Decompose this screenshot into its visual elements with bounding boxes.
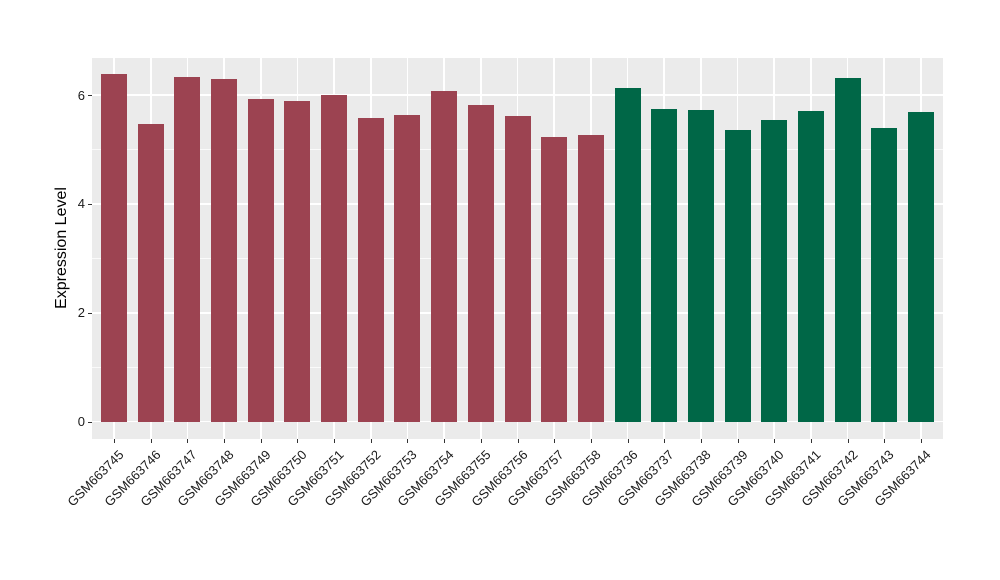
bar-GSM663740 <box>761 119 788 422</box>
y-tick-mark <box>88 312 92 314</box>
bar-GSM663758 <box>577 135 604 422</box>
x-tick-mark <box>297 439 299 443</box>
bar-GSM663751 <box>321 95 348 422</box>
bar-GSM663748 <box>211 79 238 422</box>
bar-GSM663753 <box>394 114 421 422</box>
x-tick-mark <box>627 439 629 443</box>
x-tick-mark <box>114 439 115 443</box>
bar-GSM663743 <box>871 127 898 422</box>
x-tick-mark <box>260 439 262 443</box>
bar-GSM663739 <box>724 129 751 422</box>
y-tick-label: 0 <box>77 414 85 430</box>
bar-GSM663737 <box>651 109 678 422</box>
bar-GSM663757 <box>541 136 568 422</box>
bar-GSM663750 <box>284 100 311 422</box>
bar-GSM663752 <box>357 117 384 422</box>
x-tick-mark <box>774 439 776 443</box>
bar-GSM663745 <box>101 74 127 422</box>
bar-GSM663736 <box>614 87 641 422</box>
bar-GSM663756 <box>504 116 531 422</box>
x-tick-mark <box>224 439 226 443</box>
bar-GSM663741 <box>797 111 824 422</box>
bar-GSM663738 <box>687 110 714 422</box>
bar-GSM663742 <box>834 77 861 422</box>
y-tick-label: 6 <box>77 87 85 103</box>
x-tick-mark <box>847 439 849 443</box>
y-tick-mark <box>88 421 92 423</box>
x-tick-mark <box>444 439 446 443</box>
x-tick-mark <box>187 439 189 443</box>
x-tick-mark <box>517 439 519 443</box>
bar-GSM663754 <box>431 91 458 422</box>
x-tick-mark <box>150 439 152 443</box>
bar-GSM663755 <box>467 104 494 422</box>
x-tick-mark <box>737 439 739 443</box>
x-tick-mark <box>480 439 482 443</box>
x-tick-mark <box>884 439 886 443</box>
y-tick-mark <box>88 95 92 96</box>
x-tick-mark <box>407 439 409 443</box>
x-tick-mark <box>590 439 592 443</box>
bar-GSM663746 <box>137 123 164 422</box>
plot-panel <box>92 58 943 439</box>
x-tick-mark <box>334 439 336 443</box>
x-tick-mark <box>810 439 812 443</box>
x-tick-mark <box>554 439 556 443</box>
x-tick-mark <box>700 439 702 443</box>
bar-GSM663747 <box>174 77 201 422</box>
x-tick-mark <box>370 439 372 443</box>
bar-GSM663749 <box>247 98 274 422</box>
bar-GSM663744 <box>907 111 934 422</box>
y-tick-label: 4 <box>77 196 85 212</box>
x-tick-mark <box>664 439 666 443</box>
y-tick-mark <box>88 203 92 205</box>
y-tick-label: 2 <box>77 305 85 321</box>
x-tick-mark <box>920 439 922 443</box>
